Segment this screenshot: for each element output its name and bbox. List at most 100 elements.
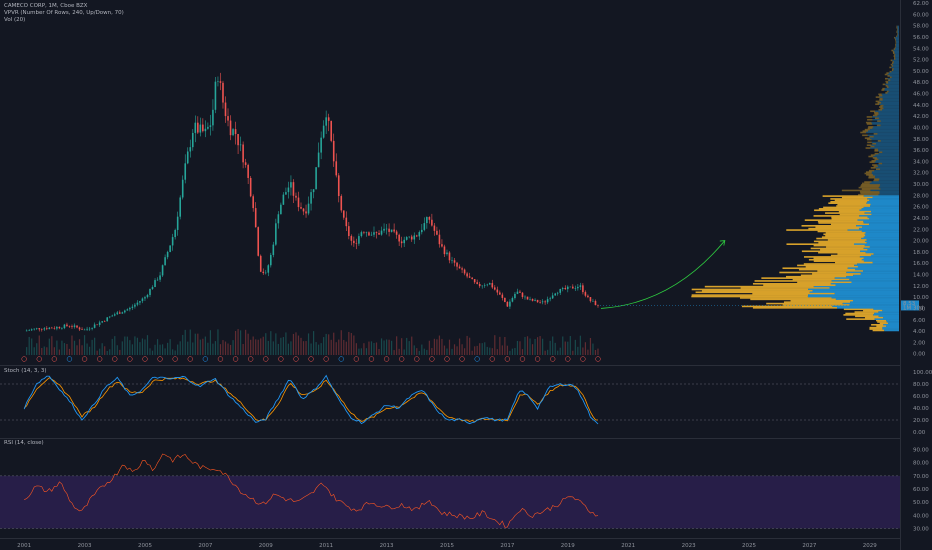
volume-bar	[136, 337, 139, 355]
vpvr-up-bar	[835, 284, 899, 287]
vpvr-up-bar	[866, 239, 899, 241]
vpvr-up-bar	[867, 134, 899, 137]
volume-bar	[114, 336, 116, 355]
vpvr-up-bar	[870, 205, 899, 207]
rsi-line	[24, 453, 599, 528]
event-marker	[36, 356, 42, 362]
price-tick-label: 60.00	[913, 12, 929, 18]
vpvr-up-bar	[878, 117, 899, 120]
vpvr-up-bar	[871, 171, 899, 173]
vpvr-up-bar	[878, 315, 899, 318]
price-tick-label: 30.00	[913, 182, 929, 188]
vpvr-up-bar	[866, 241, 899, 244]
event-marker	[595, 356, 601, 362]
candle-body	[33, 328, 36, 330]
vpvr-up-bar	[883, 104, 899, 107]
candle-body	[25, 330, 28, 332]
volume-bar	[421, 344, 423, 355]
volume-bar	[458, 338, 461, 355]
vpvr-down-bar	[783, 301, 851, 303]
vpvr-down-bar	[820, 249, 868, 251]
volume-bar	[579, 335, 581, 355]
vpvr-down-bar	[854, 311, 879, 313]
vpvr-down-bar	[816, 237, 862, 240]
vpvr-up-bar	[857, 219, 899, 221]
candle-body	[511, 298, 514, 302]
vpvr-down-bar	[868, 176, 875, 179]
vpvr-up-bar	[830, 282, 899, 285]
vpvr-up-bar	[853, 274, 899, 277]
candle-body	[232, 129, 234, 136]
volume-bar	[486, 346, 488, 355]
candle-body	[66, 324, 68, 326]
candle-body	[91, 327, 93, 329]
volume-bar	[584, 342, 587, 355]
vpvr-up-bar	[869, 199, 899, 202]
vpvr-up-bar	[876, 164, 899, 166]
vpvr-down-bar	[786, 243, 854, 246]
vpvr-down-bar	[862, 134, 868, 137]
candle-body	[579, 285, 582, 287]
volume-bar	[446, 348, 448, 355]
volume-bar	[217, 329, 219, 355]
price-tick-label: 0.00	[913, 352, 926, 358]
vpvr-up-bar	[861, 230, 899, 233]
candle-body	[501, 294, 504, 298]
candle-body	[451, 260, 453, 261]
candle-body	[471, 277, 473, 280]
candle-body	[541, 301, 544, 303]
volume-bar	[597, 348, 599, 355]
vpvr-up-bar	[895, 44, 899, 46]
vpvr-down-bar	[885, 92, 888, 94]
vpvr-up-bar	[894, 55, 899, 57]
price-tick-label: 26.00	[913, 205, 929, 211]
stoch-tick-label: 60.00	[913, 394, 929, 400]
volume-bar	[149, 348, 151, 355]
candle-body	[534, 299, 536, 301]
vpvr-up-bar	[870, 254, 899, 257]
volume-bar	[436, 339, 438, 355]
vpvr-down-bar	[855, 315, 879, 318]
time-tick-label: 2011	[319, 543, 333, 549]
volume-bar	[51, 336, 53, 355]
vpvr-down-bar	[897, 32, 898, 35]
vpvr-down-bar	[871, 323, 884, 326]
volume-bar	[144, 339, 146, 355]
volume-bar	[53, 347, 55, 355]
candle-body	[337, 175, 340, 197]
price-tick-label: 12.00	[913, 284, 929, 290]
vpvr-up-bar	[857, 263, 899, 265]
vpvr-down-bar	[882, 87, 885, 90]
candle-body	[483, 285, 486, 286]
candle-body	[207, 126, 209, 129]
volume-bar	[247, 333, 249, 355]
event-marker	[81, 356, 88, 362]
candle-body	[181, 179, 184, 198]
candle-body	[194, 122, 197, 133]
volume-bar	[323, 337, 325, 355]
vpvr-up-bar	[809, 291, 899, 294]
volume-bar	[328, 334, 330, 355]
vpvr-up-bar	[832, 305, 899, 308]
vpvr-down-bar	[798, 268, 855, 271]
volume-bar	[197, 333, 199, 355]
vpvr-down-bar	[808, 227, 860, 230]
vpvr-up-bar	[875, 175, 899, 178]
time-tick-label: 2025	[742, 543, 756, 549]
candle-body	[385, 228, 388, 230]
candle-body	[506, 302, 509, 307]
vpvr-down-bar	[864, 181, 872, 183]
vpvr-down-bar	[885, 85, 888, 87]
vpvr-down-bar	[895, 45, 897, 48]
vpvr-down-bar	[838, 210, 872, 213]
candle-body	[108, 316, 111, 318]
volume-bar	[139, 342, 141, 355]
volume-bar	[297, 335, 300, 355]
event-marker	[519, 356, 526, 362]
vpvr-down-bar	[870, 154, 876, 156]
vpvr-up-bar	[882, 309, 899, 312]
vpvr-down-bar	[813, 260, 864, 262]
volume-bar	[496, 349, 498, 355]
candle-body	[544, 301, 546, 303]
